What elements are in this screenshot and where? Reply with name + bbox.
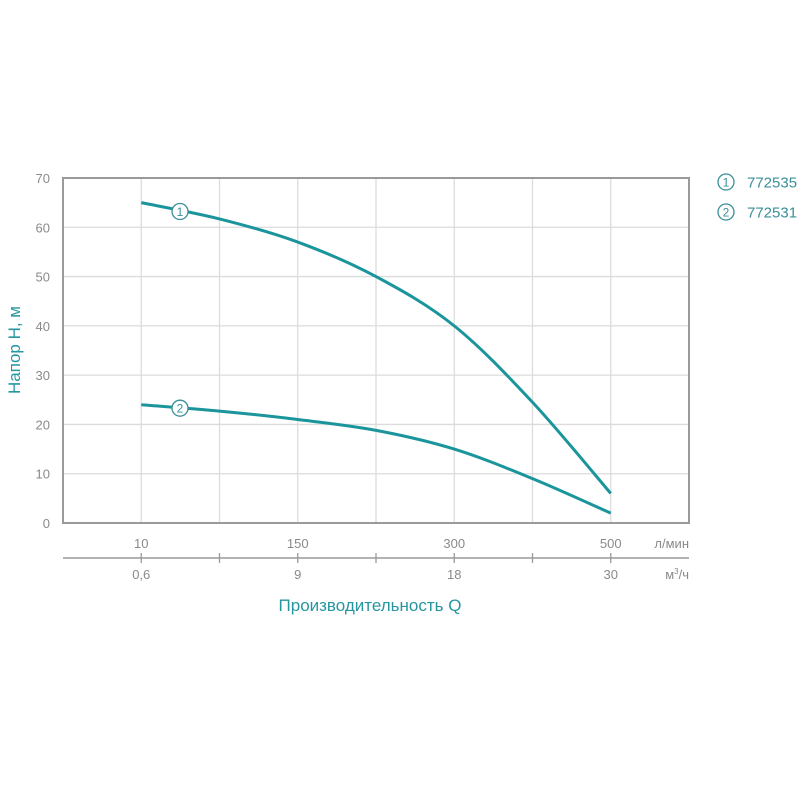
curve-marker [171,399,189,417]
x-axis-title: Производительность Q [279,596,462,615]
y-tick-label: 0 [43,516,50,531]
y-tick-label: 20 [36,417,50,432]
x-tick-label-secondary: 9 [294,567,301,582]
x-tick-label-secondary: 18 [447,567,461,582]
series-line-772531 [141,403,612,515]
curve-marker-label: 2 [177,402,184,416]
x-unit-part: м [665,567,674,582]
x-tick-label-primary: 10 [134,536,148,551]
legend-marker [717,173,735,191]
legend-marker-label: 1 [723,176,730,190]
x-unit-part: /ч [679,567,689,582]
plot-frame [62,177,690,524]
y-tick-label: 70 [36,171,50,186]
x-tick-label-secondary: 0,6 [132,567,150,582]
x-tick-label-primary: 500 [600,536,622,551]
y-tick-label: 40 [36,319,50,334]
x-unit-primary: л/мин [654,536,689,551]
y-tick-label: 50 [36,270,50,285]
curve-marker-label: 1 [177,205,184,219]
y-axis-title: Напор H, м [5,306,24,394]
legend-entry: 772531 [747,205,797,222]
x-unit-secondary: м3/ч [665,567,689,582]
y-tick-label: 10 [36,467,50,482]
legend-marker [717,203,735,221]
legend-marker-label: 2 [723,206,730,220]
curve-marker [171,202,189,221]
x-unit-part: 3 [674,567,679,576]
legend-entry: 772535 [747,175,797,192]
y-tick-label: 30 [36,368,50,383]
x-tick-label-primary: 300 [443,536,465,551]
x-tick-label-primary: 150 [287,536,309,551]
series-line-772535 [140,201,612,495]
x-tick-label-secondary: 30 [604,567,618,582]
y-tick-label: 60 [36,220,50,235]
